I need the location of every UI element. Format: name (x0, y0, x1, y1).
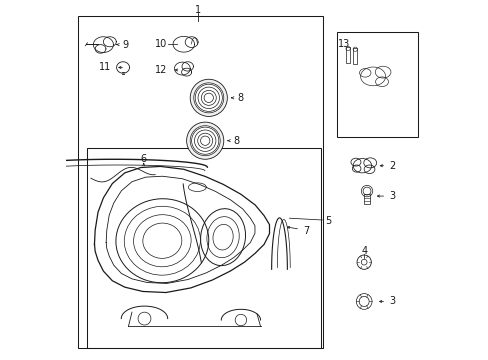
Text: 3: 3 (388, 296, 394, 306)
Text: 7: 7 (303, 226, 309, 236)
Circle shape (186, 122, 224, 159)
Text: 4: 4 (360, 247, 366, 256)
Text: 9: 9 (122, 40, 128, 50)
Bar (337, 32, 417, 137)
Bar (78, 16, 323, 348)
Text: 5: 5 (324, 216, 330, 226)
Text: 1: 1 (195, 5, 201, 15)
Text: 11: 11 (99, 63, 111, 72)
Bar (353, 48, 356, 64)
Text: 6: 6 (141, 154, 146, 163)
Text: 2: 2 (388, 161, 395, 171)
Circle shape (193, 83, 224, 113)
Text: 8: 8 (237, 93, 243, 103)
Text: 12: 12 (154, 65, 166, 75)
Bar (364, 194, 369, 204)
Circle shape (190, 126, 220, 156)
Bar (346, 47, 349, 63)
Text: 13: 13 (337, 39, 349, 49)
Text: 10: 10 (155, 39, 167, 49)
Bar (87, 148, 321, 348)
Circle shape (190, 79, 227, 116)
Text: 8: 8 (233, 136, 240, 146)
Text: 3: 3 (388, 191, 394, 201)
